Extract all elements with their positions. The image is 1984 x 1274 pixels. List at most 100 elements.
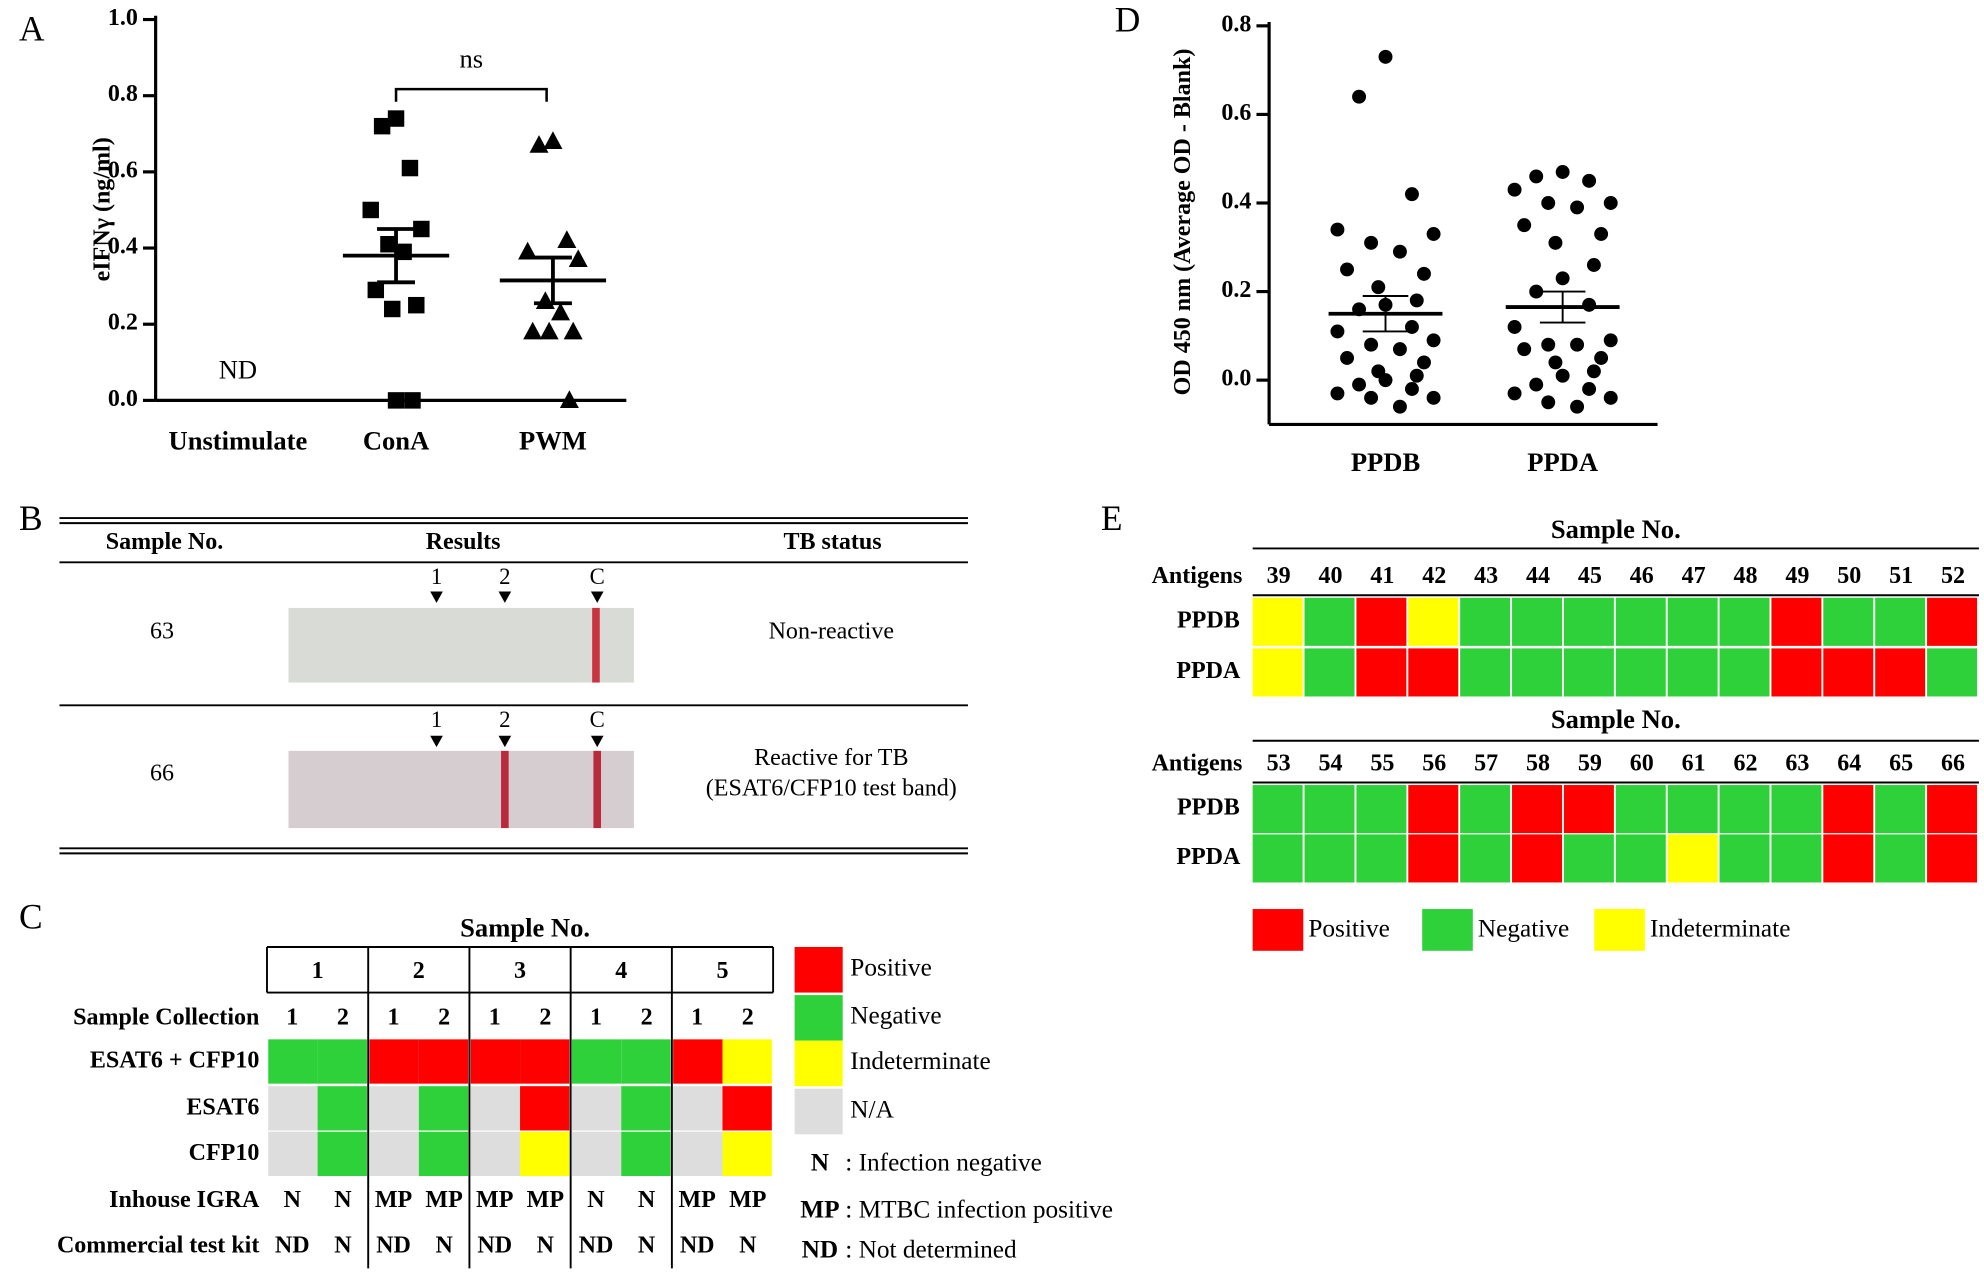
status-cell <box>1823 834 1874 883</box>
point <box>1378 49 1393 64</box>
error-bar <box>1539 290 1586 324</box>
annotation: ND <box>219 355 257 385</box>
point <box>1417 266 1431 281</box>
status-cell <box>1512 597 1563 646</box>
status-cell <box>1927 834 1978 883</box>
y-tick-label: 1.0 <box>108 5 138 31</box>
collection-number: 2 <box>438 1005 450 1031</box>
status-cell <box>1615 834 1666 883</box>
arrow <box>430 591 443 603</box>
point <box>1330 324 1345 339</box>
sample-number: 62 <box>1733 750 1757 776</box>
point <box>1404 382 1419 396</box>
point <box>1548 235 1563 250</box>
result-code: ND <box>275 1232 310 1258</box>
collection-number: 1 <box>691 1005 703 1031</box>
status-cell <box>722 1039 772 1084</box>
error-bar <box>1362 295 1409 333</box>
sample-number: 4 <box>615 958 627 984</box>
collection-number: 1 <box>590 1005 602 1031</box>
status-cell <box>470 1131 521 1177</box>
point <box>1352 377 1367 392</box>
point <box>1555 271 1570 286</box>
point <box>373 117 391 135</box>
status-cell <box>317 1131 367 1177</box>
band-marker: C <box>590 707 605 732</box>
status-cell <box>1408 648 1459 697</box>
row-label: PPDA <box>1176 658 1241 684</box>
status-cell <box>571 1086 622 1131</box>
point <box>563 321 583 340</box>
status-cell <box>470 1086 521 1131</box>
point <box>543 131 563 149</box>
sample-number: 61 <box>1682 750 1706 776</box>
status-cell <box>1771 597 1822 646</box>
sample-number: 54 <box>1318 750 1342 776</box>
point <box>1582 382 1597 396</box>
status-cell <box>1771 785 1822 834</box>
sample-number: 3 <box>514 958 526 984</box>
sample-number: 52 <box>1941 563 1965 589</box>
legend-swatch <box>794 1088 843 1135</box>
band-marker: 2 <box>499 564 510 589</box>
status-cell <box>317 1086 367 1131</box>
point <box>1378 373 1393 388</box>
status-cell <box>1252 785 1303 834</box>
point <box>1330 386 1345 401</box>
sample-number: 55 <box>1370 750 1394 776</box>
status-cell <box>673 1039 723 1084</box>
point <box>1392 244 1407 259</box>
status-cell <box>1512 785 1563 834</box>
result-code: N <box>334 1232 352 1258</box>
status-cell <box>1356 597 1407 646</box>
tb-status: Non-reactive <box>769 619 894 645</box>
y-tick-label: 0.8 <box>1221 11 1251 37</box>
point <box>1392 399 1407 414</box>
point <box>1507 386 1522 401</box>
legend-swatch <box>1422 909 1473 951</box>
sample-number: 39 <box>1267 563 1291 589</box>
sample-number: 66 <box>1941 750 1965 776</box>
test-strip <box>288 735 634 829</box>
legend-label: Positive <box>850 954 932 982</box>
point <box>384 300 401 318</box>
status-cell <box>1667 648 1718 697</box>
result-code: N <box>435 1232 453 1258</box>
point <box>1570 399 1585 414</box>
status-cell <box>621 1039 671 1084</box>
status-cell <box>1875 597 1926 646</box>
point <box>1371 280 1386 295</box>
sample-number: 65 <box>1889 750 1913 776</box>
y-tick-label: 0.6 <box>1221 100 1251 126</box>
y-axis-label: OD 450 nm (Average OD - Blank) <box>1170 49 1196 396</box>
point <box>1404 320 1419 334</box>
band <box>501 750 509 829</box>
point <box>1364 390 1379 405</box>
band-marker: 1 <box>431 707 442 732</box>
point <box>1555 368 1570 383</box>
row-label: Sample Collection <box>73 1005 259 1031</box>
point <box>1555 165 1570 179</box>
point <box>1541 395 1556 410</box>
status-cell <box>1927 785 1978 834</box>
result-code: MP <box>476 1187 513 1213</box>
row-label: Antigens <box>1152 750 1243 776</box>
point <box>1586 364 1601 379</box>
status-cell <box>1667 597 1718 646</box>
status-cell <box>1667 785 1718 834</box>
sample-number: 63 <box>1785 750 1809 776</box>
point <box>1570 337 1585 352</box>
status-cell <box>418 1039 469 1084</box>
arrow <box>430 735 443 748</box>
sample-number: 41 <box>1370 563 1394 589</box>
point <box>1586 258 1601 272</box>
sample-number: 43 <box>1474 563 1498 589</box>
x-tick-label: ConA <box>363 426 429 456</box>
point <box>1507 182 1522 197</box>
point <box>1603 196 1618 210</box>
table-title: Sample No. <box>1551 704 1681 734</box>
legend-label: Indeterminate <box>1650 914 1790 942</box>
sample-number: 40 <box>1318 563 1342 589</box>
collection-number: 1 <box>489 1005 501 1031</box>
